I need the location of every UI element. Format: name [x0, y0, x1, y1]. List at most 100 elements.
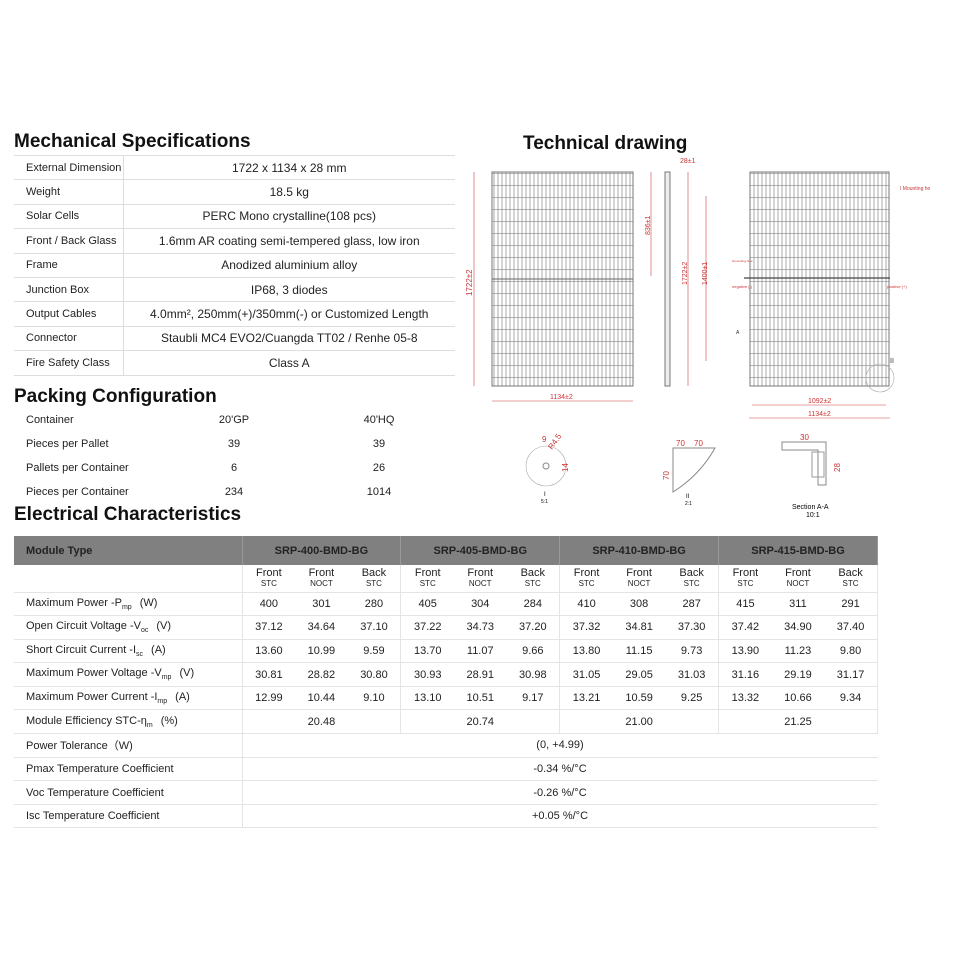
- condition-type: NOCT: [786, 578, 810, 588]
- param-name: Module Efficiency STC-η: [26, 714, 147, 727]
- value-cell: 9.73: [665, 639, 720, 664]
- value-cell: 308: [612, 592, 666, 617]
- packing-20gp: 39: [227, 438, 241, 450]
- condition-cell: Back STC: [506, 565, 561, 593]
- value-cell: 9.66: [506, 639, 561, 664]
- param-subscript: mp: [121, 603, 132, 611]
- packing-20gp: 6: [230, 462, 238, 474]
- value-cell: 10.51: [454, 686, 507, 711]
- coefficient-value: -0.26 %/°C: [242, 780, 878, 805]
- dim-1400: 1400±1: [702, 262, 709, 285]
- value-cell: 13.60: [242, 639, 296, 664]
- spec-row: Connector Staubli MC4 EVO2/Cuangda TT02 /…: [14, 326, 455, 352]
- coefficient-row: Pmax Temperature Coefficient -0.34 %/°C: [14, 757, 878, 782]
- condition-side: Back: [679, 566, 704, 579]
- spec-label: Output Cables: [14, 301, 124, 327]
- detail-ii-scale: 2:1: [685, 501, 692, 507]
- param-name: Open Circuit Voltage -V: [26, 620, 141, 633]
- coefficient-row: Voc Temperature Coefficient -0.26 %/°C: [14, 780, 878, 805]
- condition-side: Front: [308, 566, 335, 579]
- packing-row: Pieces per Container 234 1014: [14, 480, 454, 504]
- value-cell: 10.44: [295, 686, 348, 711]
- spec-label: Frame: [14, 253, 124, 278]
- packing-40hq: 1014: [366, 486, 392, 498]
- spec-value: IP68, 3 diodes: [123, 277, 455, 303]
- value-cell: 37.22: [400, 615, 455, 640]
- back-view: 1400±1 negative (-) positive (+) Groundi…: [702, 171, 931, 419]
- dim-9: 9: [542, 435, 547, 444]
- value-cell: 37.10: [347, 615, 402, 640]
- value-cell: 10.59: [612, 686, 666, 711]
- value-cell: 13.10: [400, 686, 455, 711]
- detail-ii-label: II: [686, 494, 690, 500]
- dim-70b: 70: [694, 439, 703, 448]
- param-label: Maximum Power Current -Imp (A): [14, 686, 243, 711]
- efficiency-value: 20.48: [242, 709, 402, 735]
- param-unit: (A): [175, 691, 190, 704]
- value-cell: 311: [771, 592, 825, 617]
- model-header: SRP-405-BMD-BG: [400, 536, 561, 565]
- param-row: Short Circuit Current -Isc (A) 13.60 10.99 9…: [14, 639, 879, 664]
- label-positive: positive (+): [887, 284, 907, 289]
- param-subscript: m: [146, 721, 153, 729]
- condition-type: NOCT: [468, 578, 492, 588]
- param-unit: (V): [156, 620, 172, 633]
- value-cell: 291: [824, 592, 879, 617]
- condition-type: STC: [524, 578, 541, 588]
- value-cell: 10.66: [771, 686, 825, 711]
- header-row: Module Type SRP-400-BMD-BG SRP-405-BMD-BG S…: [14, 536, 878, 565]
- condition-type: STC: [683, 578, 700, 588]
- condition-side: Front: [414, 566, 441, 579]
- mechanical-title: Mechanical Specifications: [14, 131, 251, 152]
- spec-value: 1722 x 1134 x 28 mm: [123, 154, 455, 181]
- packing-row: Container 20'GP 40'HQ: [14, 408, 454, 432]
- packing-table: Container 20'GP 40'HQ Pieces per Pallet 39 39…: [14, 408, 454, 504]
- packing-label: Pieces per Container: [26, 486, 129, 498]
- param-unit: (%): [160, 714, 178, 727]
- packing-20gp: 20'GP: [218, 414, 250, 426]
- dim-width-front: 1134±2: [550, 394, 573, 401]
- condition-cell: Front STC: [718, 565, 772, 593]
- value-cell: 37.20: [506, 615, 561, 640]
- condition-cell: Back STC: [824, 565, 879, 593]
- spec-value: Class A: [123, 350, 455, 376]
- value-cell: 28.91: [454, 662, 507, 687]
- spec-label: Connector: [14, 326, 124, 352]
- efficiency-value: 21.25: [718, 709, 878, 735]
- param-label: Module Efficiency STC-ηm (%): [14, 709, 243, 735]
- condition-cell: Front NOCT: [295, 565, 348, 593]
- label-section-a: A: [736, 330, 740, 336]
- electrical-title: Electrical Characteristics: [14, 504, 242, 525]
- value-cell: 37.42: [718, 615, 772, 640]
- param-name: Short Circuit Current -I: [26, 643, 137, 656]
- spec-label: Weight: [14, 179, 124, 205]
- dim-70c: 70: [662, 471, 671, 480]
- param-unit: (A): [151, 643, 166, 656]
- value-cell: 31.17: [824, 662, 879, 687]
- value-cell: 30.80: [347, 662, 402, 687]
- packing-title: Packing Configuration: [14, 386, 217, 407]
- value-cell: 31.05: [559, 662, 613, 687]
- packing-row: Pieces per Pallet 39 39: [14, 432, 454, 456]
- packing-row: Pallets per Container 6 26: [14, 456, 454, 480]
- spec-row: Front / Back Glass 1.6mm AR coating semi-…: [14, 228, 455, 254]
- spec-label: External Dimension: [14, 154, 124, 181]
- value-cell: 34.73: [454, 615, 507, 640]
- coefficient-label: Voc Temperature Coefficient: [14, 780, 243, 805]
- param-row: Open Circuit Voltage -Voc (V) 37.12 34.64 37…: [14, 615, 879, 640]
- spec-value: 1.6mm AR coating semi-tempered glass, lo…: [123, 228, 455, 254]
- value-cell: 29.05: [612, 662, 666, 687]
- condition-type: STC: [737, 578, 754, 588]
- packing-40hq: 40'HQ: [363, 414, 395, 426]
- param-row: Maximum Power Current -Imp (A) 12.99 10.44 9…: [14, 686, 879, 711]
- coefficient-label: Isc Temperature Coefficient: [14, 804, 243, 829]
- spec-label: Solar Cells: [14, 204, 124, 230]
- packing-40hq: 39: [372, 438, 386, 450]
- coefficient-value: +0.05 %/°C: [242, 804, 878, 829]
- module-type-header: Module Type: [14, 536, 243, 565]
- dim-thickness: 28±1: [680, 158, 696, 165]
- label-negative: negative (-): [732, 284, 753, 289]
- label-grounding: Grounding hole: [732, 259, 753, 263]
- packing-label: Container: [26, 414, 74, 426]
- value-cell: 12.99: [242, 686, 296, 711]
